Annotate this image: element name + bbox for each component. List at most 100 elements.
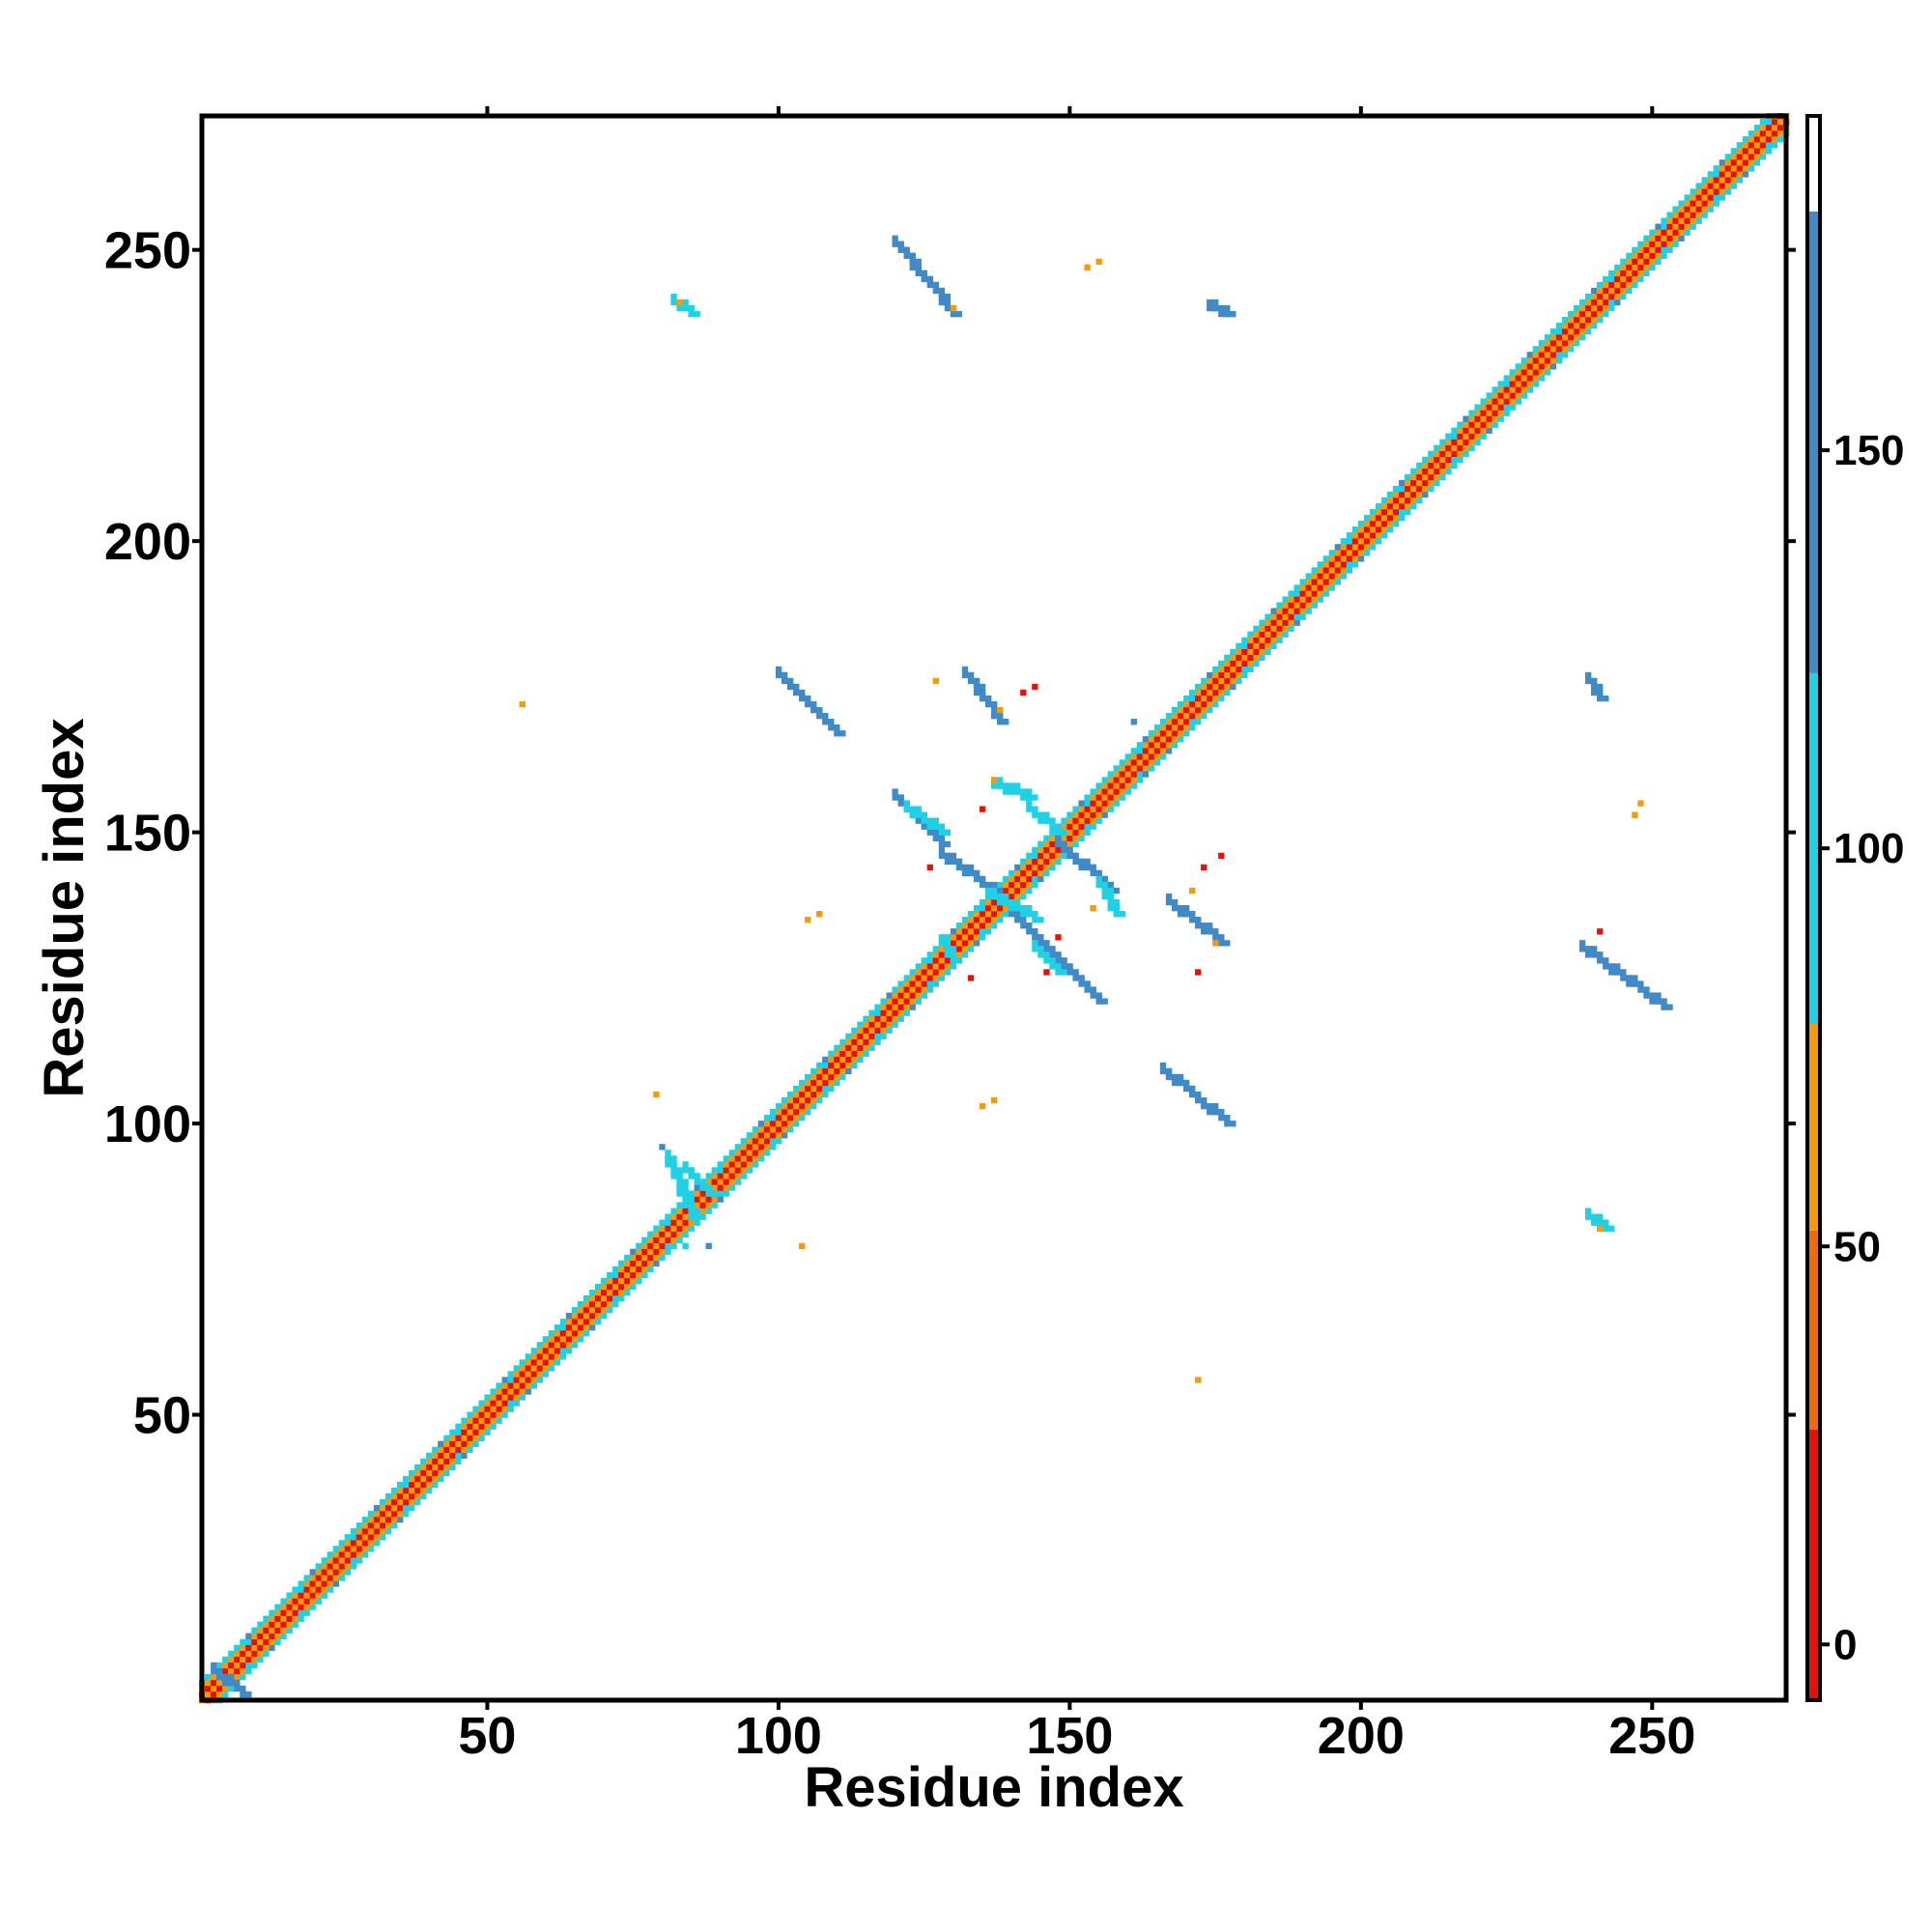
diagonal-cell bbox=[1515, 392, 1521, 399]
diagonal-cell bbox=[822, 1079, 829, 1087]
diagonal-cell bbox=[1637, 246, 1644, 253]
diagonal-cell bbox=[1736, 154, 1744, 160]
diagonal-cell bbox=[542, 1348, 550, 1354]
diagonal-cell bbox=[1707, 206, 1714, 213]
diagonal-cell bbox=[1386, 526, 1394, 533]
diagonal-cell bbox=[327, 1551, 333, 1558]
diagonal-cell bbox=[1113, 788, 1120, 795]
contact-cell bbox=[1107, 898, 1114, 906]
diagonal-cell bbox=[1492, 386, 1498, 393]
diagonal-cell bbox=[1439, 462, 1446, 469]
diagonal-cell bbox=[1113, 765, 1120, 772]
diagonal-cell bbox=[501, 1394, 508, 1401]
diagonal-cell bbox=[1182, 713, 1190, 720]
diagonal-cell bbox=[757, 1138, 765, 1145]
diagonal-cell bbox=[1730, 171, 1738, 178]
contact-cell bbox=[973, 689, 980, 696]
diagonal-cell bbox=[519, 1377, 526, 1383]
contact-cell bbox=[967, 677, 975, 685]
diagonal-cell bbox=[1684, 217, 1690, 224]
diagonal-cell bbox=[594, 1307, 602, 1314]
diagonal-cell bbox=[1032, 875, 1038, 883]
diagonal-cell bbox=[332, 1575, 339, 1581]
diagonal-cell bbox=[1661, 246, 1667, 253]
diagonal-cell bbox=[1171, 736, 1179, 743]
diagonal-cell bbox=[1405, 491, 1411, 498]
diagonal-cell bbox=[1649, 258, 1656, 266]
diagonal-cell bbox=[1264, 648, 1271, 656]
diagonal-cell bbox=[536, 1353, 544, 1360]
diagonal-cell bbox=[1119, 782, 1125, 789]
diagonal-cell bbox=[763, 1138, 771, 1145]
contact-cell bbox=[1591, 1213, 1598, 1220]
diagonal-cell bbox=[1351, 561, 1359, 568]
diagonal-cell bbox=[915, 969, 922, 976]
contact-cell bbox=[694, 1213, 700, 1220]
contact-cell bbox=[1055, 957, 1062, 964]
diagonal-cell bbox=[367, 1540, 375, 1547]
contact-cell bbox=[932, 823, 940, 830]
diagonal-cell bbox=[728, 1161, 735, 1168]
diagonal-cell bbox=[438, 1463, 444, 1471]
contact-cell bbox=[1032, 911, 1038, 918]
diagonal-cell bbox=[1578, 304, 1586, 312]
diagonal-cell bbox=[950, 928, 957, 935]
diagonal-cell bbox=[1101, 788, 1108, 795]
diagonal-cell bbox=[1561, 340, 1569, 347]
contact-cell bbox=[1171, 1079, 1179, 1087]
diagonal-cell bbox=[251, 1644, 258, 1652]
diagonal-cell bbox=[1678, 206, 1685, 213]
diagonal-cell bbox=[601, 1289, 608, 1296]
diagonal-cell bbox=[1322, 555, 1329, 562]
diagonal-cell bbox=[1195, 713, 1202, 720]
diagonal-cell bbox=[409, 1492, 415, 1500]
diagonal-cell bbox=[1095, 806, 1102, 812]
contact-cell bbox=[670, 1173, 677, 1179]
contact-cell bbox=[1597, 1213, 1604, 1220]
diagonal-cell bbox=[1603, 287, 1609, 295]
diagonal-cell bbox=[740, 1138, 748, 1145]
contact-cell bbox=[1061, 840, 1067, 847]
diagonal-cell bbox=[1724, 165, 1732, 172]
diagonal-cell bbox=[892, 986, 898, 993]
diagonal-cell bbox=[1363, 544, 1371, 551]
diagonal-cell bbox=[792, 1121, 800, 1127]
diagonal-cell bbox=[1480, 421, 1487, 428]
contact-cell bbox=[834, 730, 840, 737]
diagonal-cell bbox=[636, 1277, 642, 1285]
diagonal-cell bbox=[1276, 608, 1283, 614]
diagonal-cell bbox=[1003, 875, 1009, 883]
diagonal-cell bbox=[443, 1440, 450, 1448]
diagonal-cell bbox=[1288, 602, 1294, 609]
diagonal-cell bbox=[396, 1517, 404, 1523]
diagonal-cell bbox=[1410, 468, 1417, 475]
diagonal-cell bbox=[1393, 515, 1400, 522]
contact-cell bbox=[1113, 904, 1120, 912]
diagonal-cell bbox=[1375, 508, 1382, 516]
contact-cell bbox=[670, 1167, 677, 1174]
diagonal-cell bbox=[1393, 497, 1400, 504]
contact-cell bbox=[1084, 864, 1091, 871]
diagonal-cell bbox=[409, 1505, 415, 1512]
diagonal-cell bbox=[1159, 748, 1167, 754]
diagonal-cell bbox=[822, 1067, 829, 1075]
contact-cell bbox=[938, 287, 946, 295]
diagonal-cell bbox=[1066, 840, 1073, 847]
diagonal-cell bbox=[1655, 235, 1662, 242]
diagonal-cell bbox=[1293, 596, 1300, 603]
diagonal-cell bbox=[1247, 648, 1254, 656]
diagonal-cell bbox=[565, 1324, 573, 1331]
contact-cell bbox=[1597, 1219, 1604, 1226]
diagonal-cell bbox=[530, 1377, 537, 1383]
diagonal-cell bbox=[834, 1050, 840, 1058]
contact-cell bbox=[705, 1184, 712, 1191]
contact-cell bbox=[676, 1179, 683, 1185]
diagonal-cell bbox=[1037, 858, 1044, 866]
diagonal-cell bbox=[792, 1091, 800, 1098]
contact-cell bbox=[699, 1179, 706, 1185]
y-tick-label: 200 bbox=[104, 513, 191, 571]
diagonal-cell bbox=[618, 1260, 625, 1267]
diagonal-cell bbox=[1236, 648, 1242, 656]
diagonal-cell bbox=[1759, 125, 1767, 131]
diagonal-cell bbox=[886, 1021, 893, 1028]
